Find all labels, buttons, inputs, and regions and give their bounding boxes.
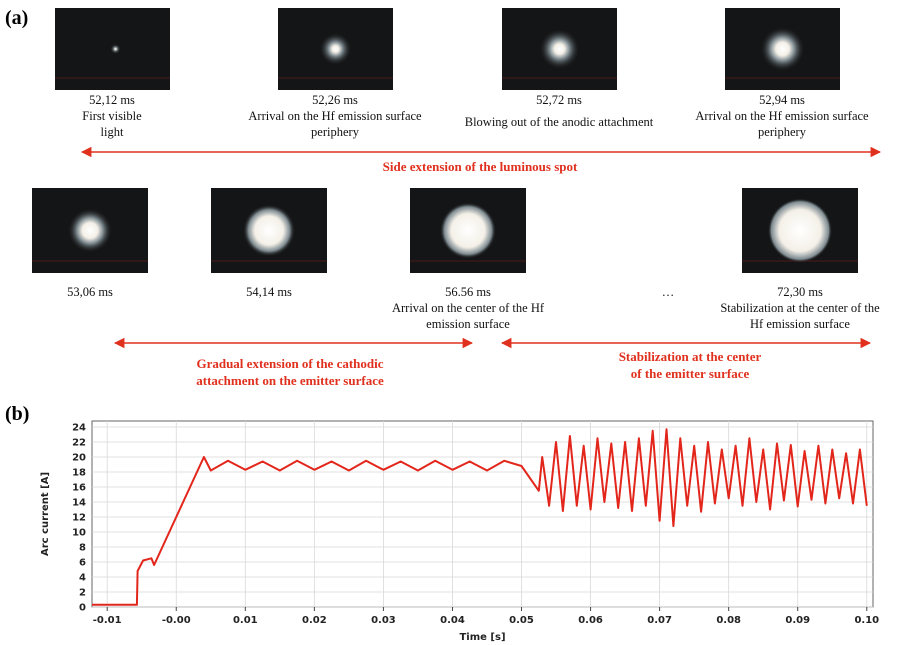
luminous-spot — [320, 33, 352, 65]
frame-caption: Blowing out of the anodic attachment — [465, 115, 654, 129]
figure: (a) (b) 52,12 ms First visible light 52,26 ms… — [0, 0, 917, 645]
y-tick-label: 14 — [72, 498, 86, 509]
y-tick-label: 6 — [79, 558, 86, 569]
frame-caption: First visible — [82, 109, 142, 123]
frame-time: 52,94 ms — [759, 93, 805, 107]
frame-time: 52,72 ms — [536, 93, 582, 107]
arrow-label: Side extension of the luminous spot — [383, 159, 578, 174]
ellipsis: … — [662, 285, 675, 299]
frame-time: 54,14 ms — [246, 285, 292, 299]
frame-caption: periphery — [758, 125, 807, 139]
frame-time: 52,26 ms — [312, 93, 358, 107]
x-tick-label: -0.01 — [93, 615, 122, 626]
x-axis-label: Time [s] — [459, 632, 505, 643]
frame-time: 72,30 ms — [777, 285, 823, 299]
y-tick-label: 20 — [72, 453, 86, 464]
frame-time: 53,06 ms — [67, 285, 113, 299]
y-tick-label: 12 — [72, 513, 86, 524]
plot-area — [92, 421, 873, 607]
y-tick-label: 18 — [72, 468, 86, 479]
x-tick-label: 0.03 — [371, 615, 396, 626]
luminous-spot — [68, 209, 112, 253]
frame-caption: Arrival on the Hf emission surface — [248, 109, 422, 123]
frame-caption: emission surface — [426, 317, 510, 331]
x-tick-label: 0.10 — [854, 615, 879, 626]
y-tick-label: 22 — [72, 438, 86, 449]
frame-time: 52,12 ms — [89, 93, 135, 107]
y-tick-label: 2 — [79, 588, 86, 599]
frame-caption: Hf emission surface — [750, 317, 850, 331]
y-tick-label: 4 — [79, 573, 86, 584]
y-tick-label: 0 — [79, 603, 86, 614]
luminous-spot — [761, 27, 805, 71]
arrow-label: of the emitter surface — [631, 366, 750, 381]
arrow-label: attachment on the emitter surface — [196, 373, 384, 388]
luminous-spot — [111, 44, 121, 54]
frame-caption: light — [101, 125, 124, 139]
frame-caption: Arrival on the Hf emission surface — [695, 109, 869, 123]
y-tick-label: 10 — [72, 528, 86, 539]
frame-caption: periphery — [311, 125, 360, 139]
luminous-spot — [540, 29, 580, 69]
frame-caption: Stabilization at the center of the — [720, 301, 880, 315]
x-tick-label: 0.09 — [785, 615, 810, 626]
frame-time: 56.56 ms — [445, 285, 491, 299]
y-tick-label: 24 — [72, 423, 86, 434]
y-axis-label: Arc current [A] — [40, 472, 51, 556]
y-tick-label: 8 — [79, 543, 86, 554]
panel-label: (b) — [5, 403, 29, 425]
x-tick-label: -0.00 — [162, 615, 191, 626]
luminous-spot — [243, 205, 295, 257]
x-tick-label: 0.07 — [647, 615, 672, 626]
x-tick-label: 0.04 — [440, 615, 465, 626]
x-tick-label: 0.02 — [302, 615, 327, 626]
arrow-label: Gradual extension of the cathodic — [196, 356, 383, 371]
arrow-label: Stabilization at the center — [619, 349, 762, 364]
luminous-spot — [440, 203, 496, 259]
y-tick-label: 16 — [72, 483, 86, 494]
x-tick-label: 0.05 — [509, 615, 534, 626]
panel-label: (a) — [5, 7, 28, 29]
x-tick-label: 0.06 — [578, 615, 603, 626]
frame-caption: Arrival on the center of the Hf — [392, 301, 545, 315]
x-tick-label: 0.08 — [716, 615, 741, 626]
x-tick-label: 0.01 — [233, 615, 258, 626]
luminous-spot — [768, 199, 832, 263]
